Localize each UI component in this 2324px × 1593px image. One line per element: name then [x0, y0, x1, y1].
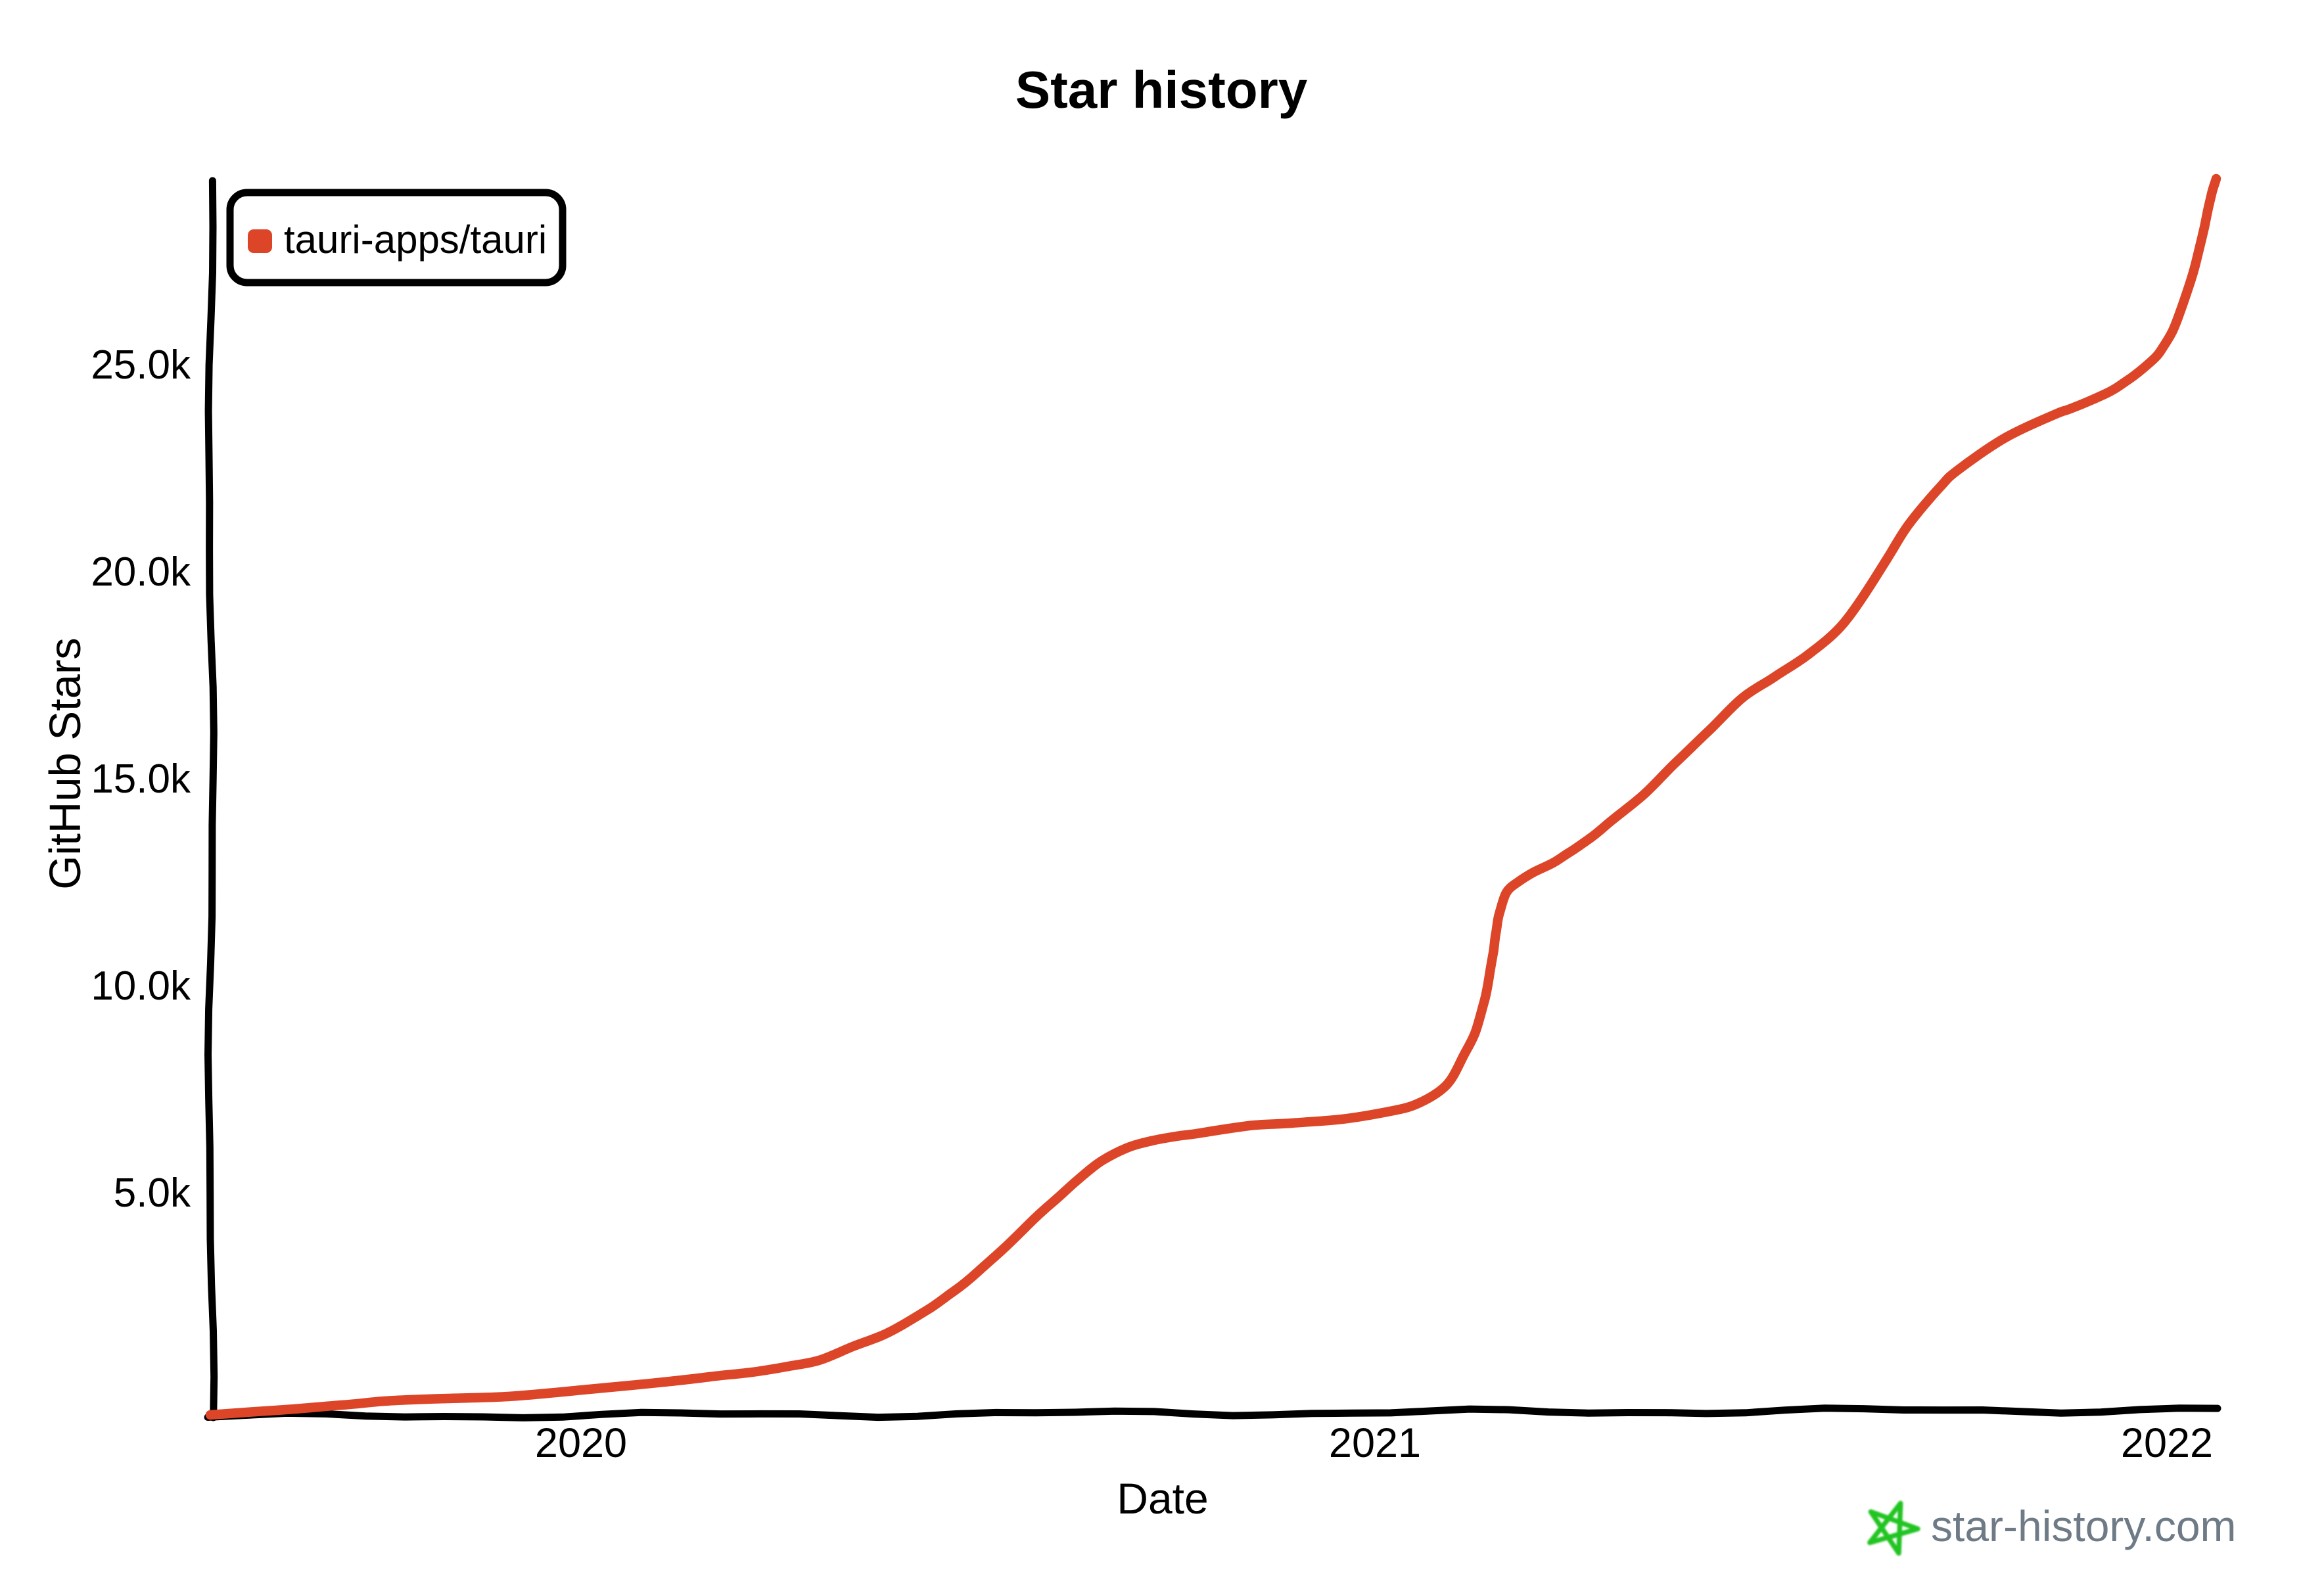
svg-text:5.0k: 5.0k — [114, 1170, 191, 1216]
svg-text:10.0k: 10.0k — [91, 963, 191, 1009]
svg-text:star-history.com: star-history.com — [1931, 1502, 2237, 1550]
svg-text:15.0k: 15.0k — [91, 756, 191, 802]
svg-text:GitHub Stars: GitHub Stars — [41, 637, 90, 890]
svg-text:2022: 2022 — [2121, 1420, 2213, 1466]
svg-text:2021: 2021 — [1329, 1420, 1421, 1466]
svg-text:2020: 2020 — [535, 1420, 627, 1466]
svg-text:20.0k: 20.0k — [91, 549, 191, 595]
svg-text:Date: Date — [1117, 1474, 1208, 1523]
svg-text:Star history: Star history — [1015, 60, 1308, 119]
svg-text:25.0k: 25.0k — [91, 342, 191, 388]
svg-text:tauri-apps/tauri: tauri-apps/tauri — [284, 218, 547, 262]
